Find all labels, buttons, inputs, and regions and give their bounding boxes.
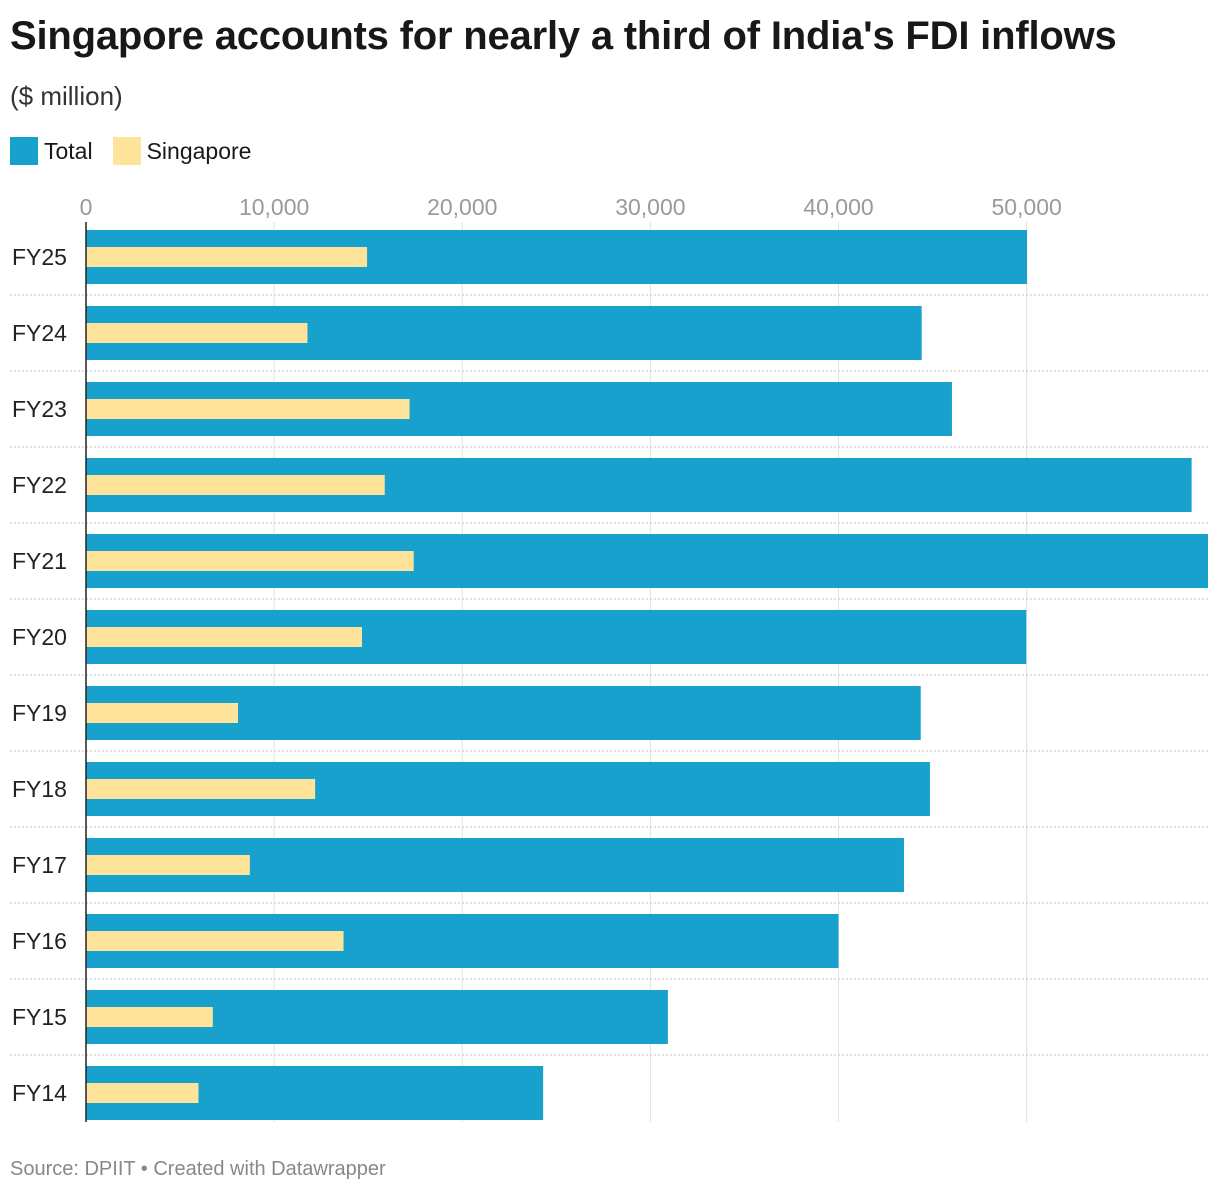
x-tick-label: 0 xyxy=(80,194,93,220)
bar-singapore xyxy=(86,703,239,723)
bar-singapore xyxy=(86,247,368,267)
x-tick-label: 10,000 xyxy=(239,194,309,220)
bar-singapore xyxy=(86,551,414,571)
bar-singapore xyxy=(86,399,410,419)
source-footer: Source: DPIIT • Created with Datawrapper xyxy=(10,1158,386,1180)
bar-chart: 0 10,000 20,000 30,000 40,000 50,000 FY25 FY24 F… xyxy=(10,194,1208,1122)
legend-item-total: Total xyxy=(10,137,93,165)
bar-singapore xyxy=(86,855,250,875)
x-tick-label: 50,000 xyxy=(991,194,1061,220)
category-label: FY18 xyxy=(12,776,67,802)
category-label: FY24 xyxy=(12,320,67,346)
category-label: FY23 xyxy=(12,396,67,422)
category-label: FY20 xyxy=(12,624,67,650)
category-label: FY22 xyxy=(12,472,67,498)
bar-singapore xyxy=(86,323,308,343)
x-tick-label: 20,000 xyxy=(427,194,497,220)
category-label: FY21 xyxy=(12,548,67,574)
chart-subtitle: ($ million) xyxy=(10,81,123,111)
category-label: FY19 xyxy=(12,700,67,726)
legend-label-total: Total xyxy=(44,137,93,164)
category-label: FY17 xyxy=(12,852,67,878)
legend-label-singapore: Singapore xyxy=(146,137,252,164)
bar-singapore xyxy=(86,1007,213,1027)
bar-singapore xyxy=(86,779,316,799)
bar-singapore xyxy=(86,931,344,951)
category-label: FY15 xyxy=(12,1004,67,1030)
category-label: FY25 xyxy=(12,244,67,270)
legend-item-singapore: Singapore xyxy=(112,137,252,165)
legend-swatch-singapore xyxy=(112,137,141,165)
legend: Total Singapore xyxy=(10,137,271,165)
bar-singapore xyxy=(86,475,385,495)
category-label: FY16 xyxy=(12,928,67,954)
x-tick-label: 30,000 xyxy=(615,194,685,220)
legend-swatch-total xyxy=(10,137,38,165)
category-label: FY14 xyxy=(12,1080,67,1106)
bar-singapore xyxy=(86,1083,199,1103)
chart-title: Singapore accounts for nearly a third of… xyxy=(10,14,1117,58)
bar-singapore xyxy=(86,627,362,647)
x-tick-label: 40,000 xyxy=(803,194,873,220)
